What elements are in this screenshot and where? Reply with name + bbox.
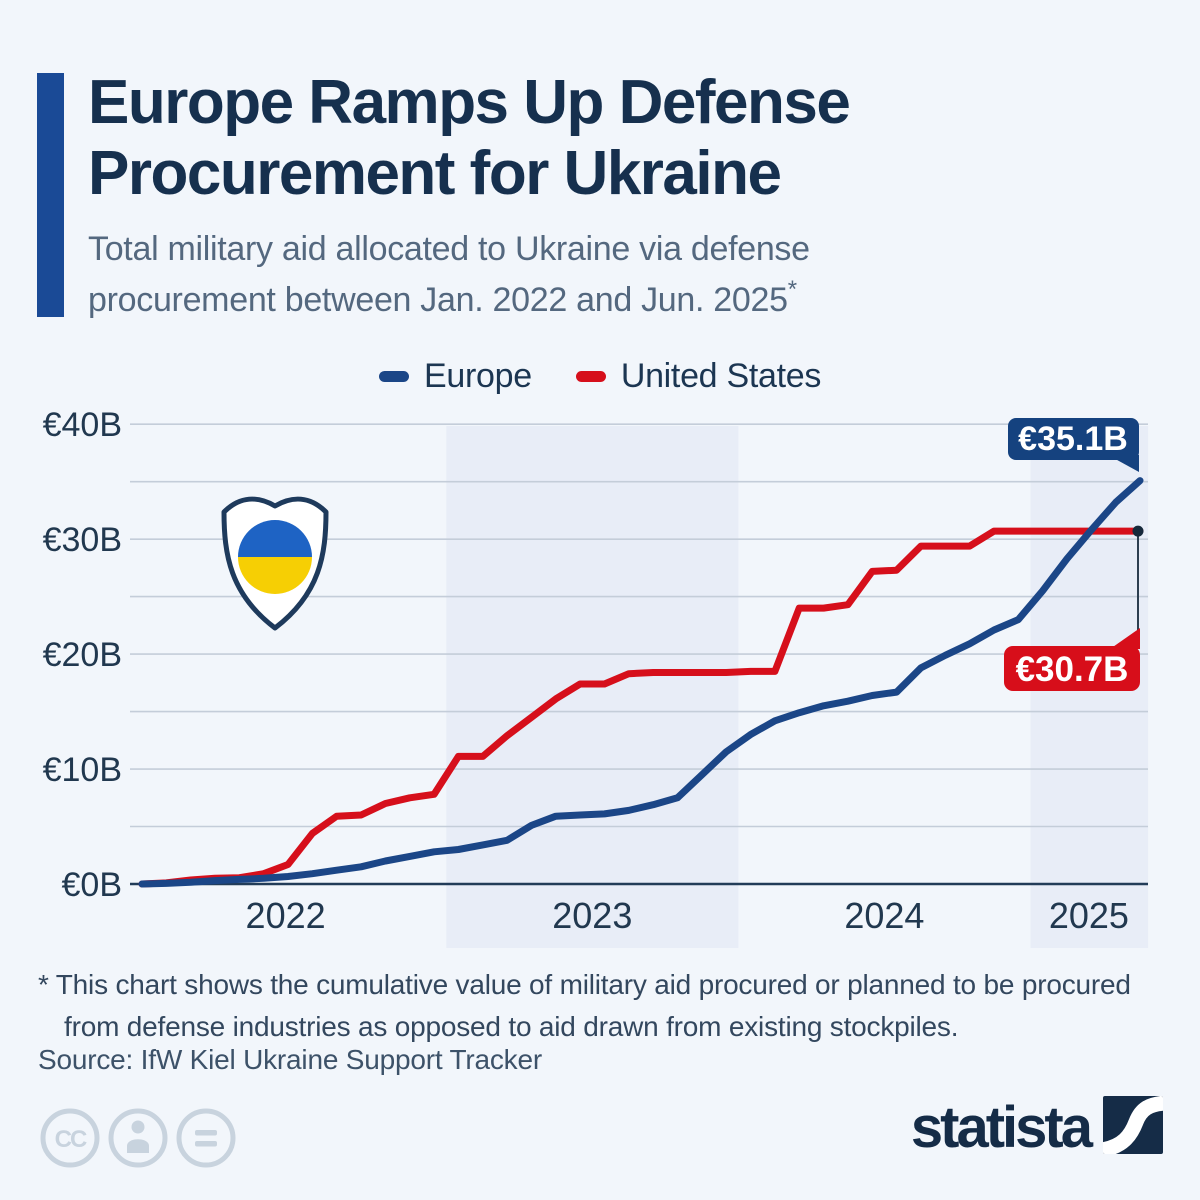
y-tick-label: €30B [43, 521, 122, 559]
title-line-1: Europe Ramps Up Defense [88, 68, 851, 137]
legend-label: Europe [423, 357, 532, 395]
ukraine-shield-icon [221, 496, 329, 631]
cc-letters: CC [55, 1126, 87, 1153]
y-tick-label: €20B [43, 636, 122, 674]
x-tick-label-2023: 2023 [552, 895, 632, 936]
x-tick-label-2024: 2024 [844, 895, 924, 936]
title-line-2: Procurement for Ukraine [88, 138, 782, 208]
us-badge-pointer [1110, 628, 1140, 649]
us-badge-value: €30.7B [1016, 650, 1129, 689]
page-title: Europe Ramps Up Defense Procurement for … [88, 68, 851, 209]
equals-glyph [195, 1130, 217, 1147]
subtitle: Total military aid allocated to Ukraine … [88, 226, 810, 324]
europe-value-badge: €35.1B [1008, 418, 1139, 472]
source-line: Source: IfW Kiel Ukraine Support Tracker [38, 1044, 542, 1075]
x-tick-label-2025: 2025 [1049, 895, 1129, 936]
x-tick-label-2022: 2022 [246, 895, 326, 936]
us-value-badge: €30.7B [1004, 628, 1140, 691]
creative-commons-icons: CC [40, 1108, 236, 1168]
ukraine-flag-yellow-half [238, 557, 312, 594]
subtitle-asterisk: * [787, 275, 797, 303]
person-glyph [127, 1120, 149, 1153]
footnote-line-1: * This chart shows the cumulative value … [38, 969, 1131, 1000]
us-badge-box [1004, 646, 1140, 691]
subtitle-line-2: procurement between Jan. 2022 and Jun. 2… [88, 280, 788, 319]
ukraine-flag-blue-half [238, 520, 312, 557]
y-tick-label: €0B [62, 866, 123, 904]
legend-label: United States [620, 357, 822, 395]
legend-item-united-states: United States [575, 357, 822, 396]
subtitle-line-1: Total military aid allocated to Ukraine … [88, 230, 810, 268]
chart-legend: Europe United States [0, 357, 1200, 396]
title-accent-bar [37, 73, 64, 317]
legend-swatch-icon [378, 371, 409, 382]
legend-item-europe: Europe [378, 357, 532, 396]
series-line-united-states [138, 527, 1144, 888]
europe-badge-box [1008, 418, 1139, 460]
y-axis-labels: €0B €10B €20B €30B €40B [43, 406, 122, 904]
series-line-europe [138, 477, 1144, 888]
footnote-line-2: from defense industries as opposed to ai… [64, 1011, 959, 1042]
cc-license-icon [40, 1108, 100, 1168]
legend-swatch-icon [575, 371, 606, 382]
cc-no-derivatives-icon [176, 1108, 236, 1168]
data-series [138, 477, 1144, 888]
us-endpoint-dot [1132, 525, 1144, 537]
statista-wordmark: statista [910, 1094, 1093, 1160]
y-tick-label: €10B [43, 751, 122, 789]
x-axis-labels: 2022 2023 2024 2025 [246, 895, 1129, 936]
europe-badge-value: €35.1B [1018, 420, 1128, 458]
y-tick-label: €40B [43, 406, 122, 444]
statista-logo-mark [1103, 1096, 1163, 1154]
footnote: * This chart shows the cumulative value … [38, 964, 1131, 1048]
cc-attribution-icon [108, 1108, 168, 1168]
statista-logo: statista [910, 1094, 1163, 1160]
